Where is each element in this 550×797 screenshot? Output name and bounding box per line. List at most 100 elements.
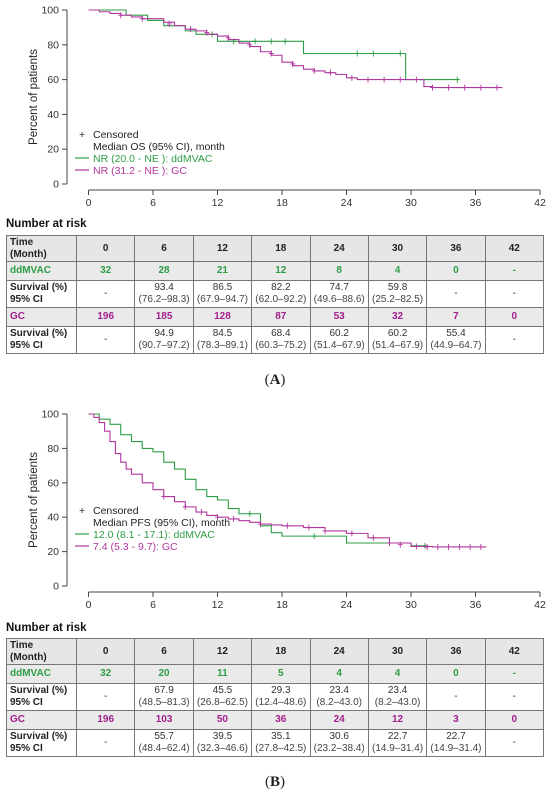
censor-mark xyxy=(478,543,484,550)
y-tick-label: 40 xyxy=(47,109,59,121)
y-tick-label: 0 xyxy=(53,179,59,191)
survival-label: Survival (%) 95% CI xyxy=(6,683,77,711)
censor-mark xyxy=(387,540,392,546)
at-risk-count: 0 xyxy=(484,710,545,730)
survival-value: 23.4 xyxy=(329,685,349,696)
censor-mark xyxy=(349,530,355,537)
at-risk-count: 7 xyxy=(426,307,486,327)
y-tick-label: 100 xyxy=(41,409,59,421)
survival-cell: 35.1 (27.8–42.5) xyxy=(251,729,311,757)
survival-value: 59.8 xyxy=(387,282,408,293)
survival-cell: 67.9 (48.5–81.3) xyxy=(134,683,194,711)
censor-mark xyxy=(494,84,500,91)
table-row: GC 196 103 50 36 24 12 3 0 xyxy=(6,710,545,730)
at-risk-count: 36 xyxy=(251,710,311,730)
table-row: Time (Month) 0 6 12 18 24 30 36 42 xyxy=(6,235,545,262)
survival-label: Survival (%) 95% CI xyxy=(6,326,77,354)
x-tick-label: 36 xyxy=(470,599,482,611)
table-row: GC 196 185 128 87 53 32 7 0 xyxy=(6,307,545,327)
survival-value: 23.4 xyxy=(387,685,408,696)
at-risk-count: 0 xyxy=(426,261,486,281)
ddmvac-curve xyxy=(88,413,428,547)
survival-label: Survival (%) 95% CI xyxy=(6,729,77,757)
survival-value: - xyxy=(454,691,458,702)
legend-entry: NR (20.0 - NE ): ddMVAC xyxy=(93,153,213,165)
at-risk-count: 0 xyxy=(484,307,545,327)
survival-value: - xyxy=(104,288,108,299)
x-tick-label: 6 xyxy=(150,197,156,209)
survival-cell: - xyxy=(426,280,486,308)
legend-censored-symbol: + xyxy=(79,505,85,517)
x-tick-label: 24 xyxy=(341,197,353,209)
group-name: GC xyxy=(6,710,77,730)
survival-cell: - xyxy=(426,683,486,711)
at-risk-count: 5 xyxy=(251,664,311,684)
survival-value: 55.7 xyxy=(154,731,174,742)
survival-cell: - xyxy=(484,280,545,308)
survival-cell: 55.7 (48.4–62.4) xyxy=(134,729,194,757)
survival-ci: (26.8–62.5) xyxy=(196,697,249,708)
x-tick-label: 30 xyxy=(405,599,417,611)
censor-mark xyxy=(182,503,188,510)
censor-mark xyxy=(282,38,288,45)
table-row: ddMVAC 32 28 21 12 8 4 0- xyxy=(6,261,545,281)
survival-cell: 55.4 (44.9–64.7) xyxy=(426,326,486,354)
survival-value: 39.5 xyxy=(212,731,233,742)
survival-value: 45.5 xyxy=(212,685,233,696)
time-header-cell: 42 xyxy=(484,638,545,665)
survival-value: - xyxy=(104,737,108,748)
time-header-cell: 42 xyxy=(484,235,545,262)
survival-ci: (51.4–67.9) xyxy=(313,340,365,351)
survival-value: - xyxy=(104,691,108,702)
x-tick-label: 6 xyxy=(150,599,156,611)
at-risk-count: 0 xyxy=(426,664,486,684)
survival-cell: 84.5 (78.3–89.1) xyxy=(192,326,253,354)
x-tick-label: 0 xyxy=(86,197,92,209)
survival-cell: 23.4 (8.2–43.0) xyxy=(309,683,369,711)
survival-ci: (32.3–46.6) xyxy=(196,743,249,754)
time-header-cell: 6 xyxy=(134,235,194,262)
at-risk-count: 128 xyxy=(192,307,253,327)
time-header-cell: 0 xyxy=(75,638,136,665)
time-header-cell: 6 xyxy=(134,638,194,665)
at-risk-count: 3 xyxy=(426,710,486,730)
censor-mark xyxy=(478,84,484,91)
time-header-cell: 12 xyxy=(192,638,253,665)
y-tick-label: 60 xyxy=(47,477,59,489)
censor-mark xyxy=(166,20,172,27)
table-row: Survival (%) 95% CI - 55.7 (48.4–62.4) 39.5 (3… xyxy=(6,729,545,757)
legend-entry: 12.0 (8.1 - 17.1): ddMVAC xyxy=(93,529,215,541)
legend-censored-label: Censored xyxy=(93,505,139,517)
at-risk-count: 32 xyxy=(75,261,136,281)
panel-label-b: (B) xyxy=(264,774,285,790)
table-row: ddMVAC 32 20 11 5 4 4 0- xyxy=(6,664,545,684)
survival-value: - xyxy=(104,334,108,345)
censor-mark xyxy=(370,534,376,541)
table-row: Time (Month) 0 6 12 18 24 30 36 42 xyxy=(6,638,545,665)
survival-value: - xyxy=(512,288,516,299)
y-tick-label: 20 xyxy=(47,144,59,156)
censor-mark xyxy=(327,69,333,76)
survival-value: 93.4 xyxy=(154,282,174,293)
time-header-cell: 30 xyxy=(367,638,428,665)
survival-ci: (76.2–98.3) xyxy=(138,294,190,305)
x-tick-label: 30 xyxy=(405,197,417,209)
censor-mark xyxy=(397,76,403,83)
time-header-cell: 0 xyxy=(75,235,136,262)
survival-cell: 74.7 (49.6–88.6) xyxy=(309,280,369,308)
survival-ci: (60.3–75.2) xyxy=(255,340,307,351)
survival-cell: 86.5 (67.9–94.7) xyxy=(192,280,253,308)
censor-mark xyxy=(306,524,312,531)
survival-ci: (14.9–31.4) xyxy=(371,743,424,754)
at-risk-count: 4 xyxy=(367,261,428,281)
x-tick-label: 42 xyxy=(534,197,546,209)
at-risk-count: 4 xyxy=(309,664,369,684)
at-risk-count: 12 xyxy=(251,261,311,281)
survival-value: 29.3 xyxy=(271,685,291,696)
group-name: GC xyxy=(6,307,77,327)
survival-cell: 29.3 (12.4–48.6) xyxy=(251,683,311,711)
survival-value: 68.4 xyxy=(271,328,291,339)
legend-entry: 7.4 (5.3 - 9.7): GC xyxy=(93,541,178,553)
legend-entry: NR (31.2 - NE ): GC xyxy=(93,165,187,177)
survival-cell: - xyxy=(75,280,136,308)
